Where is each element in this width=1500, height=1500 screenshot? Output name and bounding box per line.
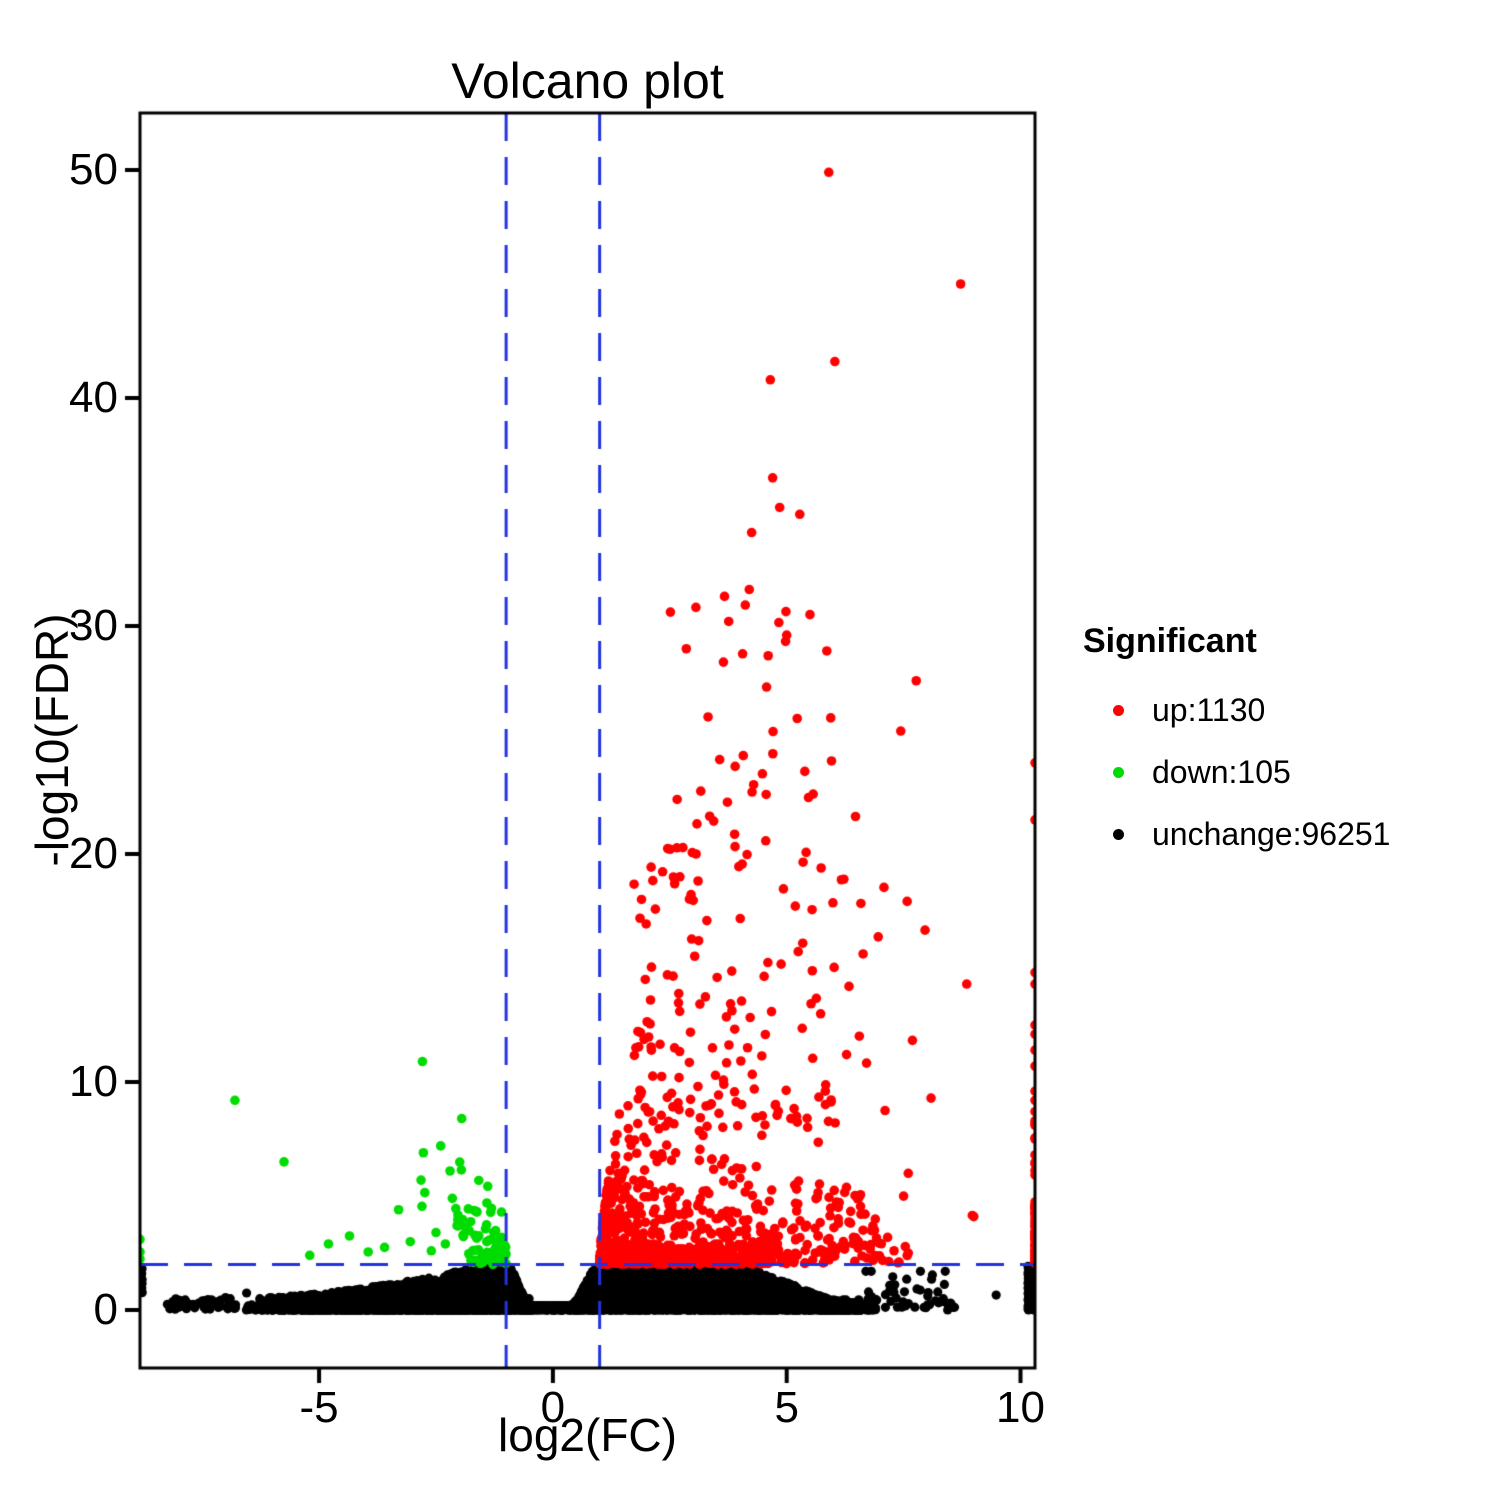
y-tick-label: 50 [69, 145, 118, 194]
up-dot-icon [1113, 704, 1124, 716]
y-tick-label: 20 [69, 829, 118, 879]
unchange-dot-icon [1113, 828, 1124, 840]
y-tick-label: 40 [69, 373, 118, 423]
legend-title: Significant [1083, 622, 1257, 660]
x-tick-label: 0 [540, 1383, 566, 1432]
x-tick-label: -5 [299, 1383, 339, 1432]
chart-title: Volcano plot [451, 53, 724, 109]
y-tick-label: 10 [69, 1057, 118, 1107]
legend-item-down: down:105 [1083, 741, 1390, 803]
y-tick-label: 30 [69, 601, 118, 651]
legend-label-unchange: unchange:96251 [1152, 815, 1391, 852]
legend-label-down: down:105 [1152, 753, 1291, 790]
legend-item-up: up:1130 [1083, 679, 1390, 741]
y-tick-label: 0 [93, 1285, 118, 1335]
x-tick-label: 10 [996, 1383, 1045, 1432]
legend-label-up: up:1130 [1152, 691, 1266, 728]
legend-item-unchange: unchange:96251 [1083, 803, 1390, 865]
down-dot-icon [1113, 766, 1124, 778]
x-tick-label: 5 [774, 1383, 799, 1432]
x-axis-label: log2(FC) [498, 1409, 677, 1461]
legend: Significant up:1130 down:105 unchange:96… [1083, 622, 1390, 865]
